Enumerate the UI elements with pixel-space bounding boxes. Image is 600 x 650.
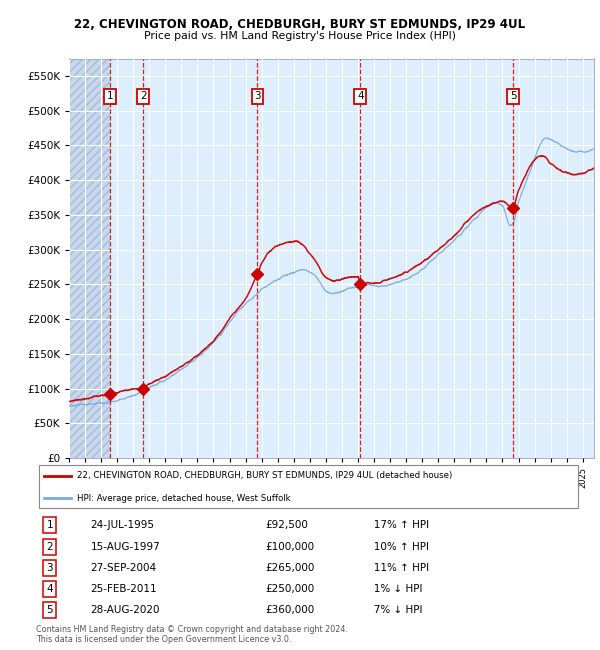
Text: 27-SEP-2004: 27-SEP-2004 [91,563,157,573]
Text: 5: 5 [510,92,517,101]
Text: 11% ↑ HPI: 11% ↑ HPI [364,563,429,573]
Text: 3: 3 [46,563,53,573]
Text: 28-AUG-2020: 28-AUG-2020 [91,605,160,615]
Text: 15-AUG-1997: 15-AUG-1997 [91,541,160,552]
Text: HPI: Average price, detached house, West Suffolk: HPI: Average price, detached house, West… [77,493,290,502]
Text: 1: 1 [107,92,113,101]
FancyBboxPatch shape [39,465,578,508]
Text: 22, CHEVINGTON ROAD, CHEDBURGH, BURY ST EDMUNDS, IP29 4UL: 22, CHEVINGTON ROAD, CHEDBURGH, BURY ST … [74,18,526,31]
Text: 4: 4 [46,584,53,594]
Text: 5: 5 [46,605,53,615]
Bar [69,58,110,458]
Text: 1: 1 [46,521,53,530]
Text: 7% ↓ HPI: 7% ↓ HPI [364,605,422,615]
Text: 24-JUL-1995: 24-JUL-1995 [91,521,155,530]
Bar [69,58,110,458]
Text: Contains HM Land Registry data © Crown copyright and database right 2024.: Contains HM Land Registry data © Crown c… [36,625,348,634]
Text: £100,000: £100,000 [265,541,314,552]
Text: 25-FEB-2011: 25-FEB-2011 [91,584,157,594]
Text: £265,000: £265,000 [265,563,314,573]
Text: 2: 2 [140,92,146,101]
Text: 22, CHEVINGTON ROAD, CHEDBURGH, BURY ST EDMUNDS, IP29 4UL (detached house): 22, CHEVINGTON ROAD, CHEDBURGH, BURY ST … [77,471,452,480]
Text: This data is licensed under the Open Government Licence v3.0.: This data is licensed under the Open Gov… [36,635,292,644]
Text: 10% ↑ HPI: 10% ↑ HPI [364,541,428,552]
Text: £360,000: £360,000 [265,605,314,615]
Text: £92,500: £92,500 [265,521,308,530]
Text: 1% ↓ HPI: 1% ↓ HPI [364,584,422,594]
Text: Price paid vs. HM Land Registry's House Price Index (HPI): Price paid vs. HM Land Registry's House … [144,31,456,41]
Text: 3: 3 [254,92,261,101]
Text: 2: 2 [46,541,53,552]
Text: 4: 4 [357,92,364,101]
Text: £250,000: £250,000 [265,584,314,594]
Text: 17% ↑ HPI: 17% ↑ HPI [364,521,429,530]
